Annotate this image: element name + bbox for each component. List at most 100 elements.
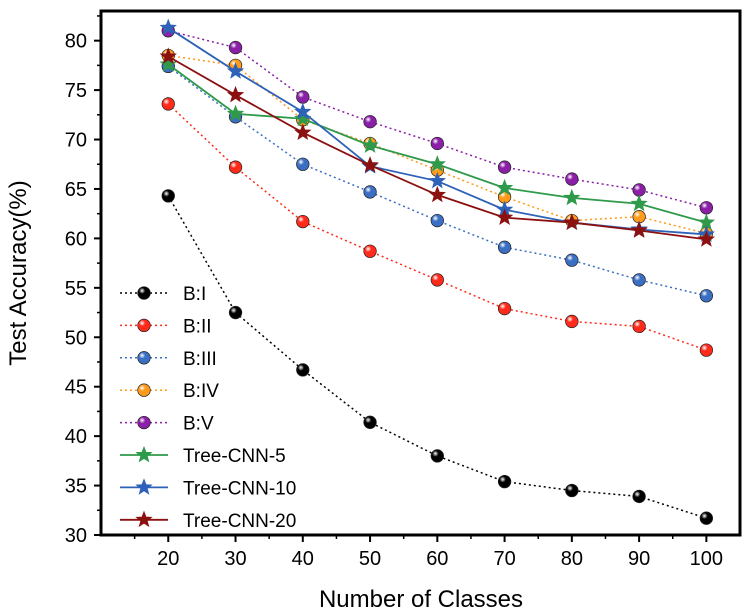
- series-tree-cnn-20: [159, 47, 716, 247]
- legend-marker: [137, 286, 151, 300]
- legend-label: B:V: [183, 414, 214, 435]
- data-point: [228, 160, 243, 174]
- data-point: [363, 115, 377, 129]
- data-point: [430, 136, 444, 151]
- data-point: [159, 47, 177, 64]
- data-point: [430, 273, 444, 287]
- data-point: [632, 183, 646, 197]
- legend-label: Tree-CNN-20: [183, 511, 296, 532]
- data-point: [632, 319, 646, 334]
- data-point: [497, 474, 512, 489]
- data-point: [699, 289, 714, 303]
- data-point: [495, 208, 514, 226]
- data-point: [495, 178, 514, 196]
- data-point: [497, 160, 512, 174]
- data-point: [296, 363, 310, 377]
- data-point: [497, 240, 512, 254]
- data-point: [632, 273, 646, 287]
- data-point: [159, 18, 177, 36]
- y-tick-label: 30: [65, 525, 87, 547]
- x-tick-label: 60: [426, 548, 448, 570]
- data-point: [565, 483, 579, 498]
- x-tick-label: 90: [628, 548, 650, 570]
- legend-marker: [137, 351, 151, 365]
- legend-label: B:II: [183, 316, 212, 337]
- y-tick-label: 40: [65, 426, 87, 448]
- data-point: [428, 185, 446, 203]
- y-tick-label: 35: [65, 476, 87, 498]
- data-point: [428, 171, 446, 189]
- data-point: [565, 314, 579, 329]
- data-point: [630, 194, 648, 212]
- legend-label: B:IV: [183, 381, 219, 402]
- data-point: [630, 221, 648, 238]
- legend-item-b-v: B:V: [120, 414, 214, 435]
- legend-label: Tree-CNN-10: [183, 478, 296, 499]
- legend-item-b-iv: B:IV: [120, 381, 219, 402]
- data-point: [699, 511, 714, 525]
- y-tick-label: 65: [65, 179, 87, 201]
- legend-marker: [137, 318, 151, 333]
- x-tick-label: 80: [561, 548, 583, 570]
- series-b-ii: [161, 97, 714, 357]
- legend-marker: [137, 415, 151, 430]
- data-point: [228, 40, 243, 55]
- data-point: [363, 185, 377, 199]
- data-point: [565, 253, 579, 267]
- y-axis-title: Test Accuracy(%): [5, 180, 32, 365]
- series-tree-cnn-10: [159, 18, 716, 242]
- data-point: [563, 213, 581, 230]
- legend-marker: [135, 510, 153, 528]
- y-tick-label: 80: [65, 31, 87, 53]
- series-b-v: [161, 24, 714, 215]
- series-b-iii: [161, 59, 714, 303]
- legend-marker: [135, 478, 153, 495]
- y-tick-label: 75: [65, 80, 87, 102]
- data-point: [161, 189, 175, 203]
- legend-label: B:III: [183, 349, 217, 370]
- y-tick-label: 70: [65, 130, 87, 152]
- x-tick-label: 20: [157, 548, 179, 570]
- series-layer: [159, 18, 716, 525]
- series-line: [167, 195, 707, 519]
- legend-item-tree-cnn-20: Tree-CNN-20: [120, 510, 296, 532]
- x-tick-label: 50: [359, 548, 381, 570]
- data-point: [428, 155, 446, 172]
- data-point: [296, 214, 310, 229]
- data-point: [228, 305, 243, 320]
- data-point: [361, 136, 379, 153]
- data-point: [699, 201, 714, 215]
- data-point: [294, 102, 312, 120]
- y-tick-label: 55: [65, 278, 87, 300]
- legend-item-tree-cnn-5: Tree-CNN-5: [120, 445, 286, 467]
- data-point: [161, 97, 175, 111]
- legend: B:I B:II B:III B:IV B:V Tree-CNN-5 Tree-CNN-10…: [120, 284, 296, 532]
- data-point: [563, 188, 581, 206]
- data-point: [296, 157, 310, 171]
- data-point: [361, 156, 379, 173]
- legend-item-b-iii: B:III: [120, 349, 217, 370]
- data-point: [565, 172, 579, 186]
- x-tick-label: 30: [224, 548, 246, 570]
- data-point: [294, 123, 312, 140]
- data-point: [363, 415, 377, 429]
- data-point: [226, 104, 245, 122]
- legend-item-b-ii: B:II: [120, 316, 212, 337]
- y-tick-label: 60: [65, 228, 87, 250]
- data-point: [430, 449, 444, 463]
- data-point: [296, 90, 310, 104]
- legend-item-b-i: B:I: [120, 284, 206, 305]
- legend-marker: [135, 445, 153, 463]
- data-point: [226, 62, 245, 79]
- data-point: [632, 489, 646, 504]
- x-tick-label: 40: [292, 548, 314, 570]
- data-point: [497, 301, 512, 316]
- series-line: [168, 54, 707, 235]
- legend-marker: [137, 383, 151, 397]
- legend-label: Tree-CNN-5: [183, 446, 286, 467]
- data-point: [159, 55, 177, 72]
- x-tick-label: 100: [690, 548, 723, 570]
- legend-item-tree-cnn-10: Tree-CNN-10: [120, 478, 296, 499]
- y-tick-label: 45: [65, 377, 87, 399]
